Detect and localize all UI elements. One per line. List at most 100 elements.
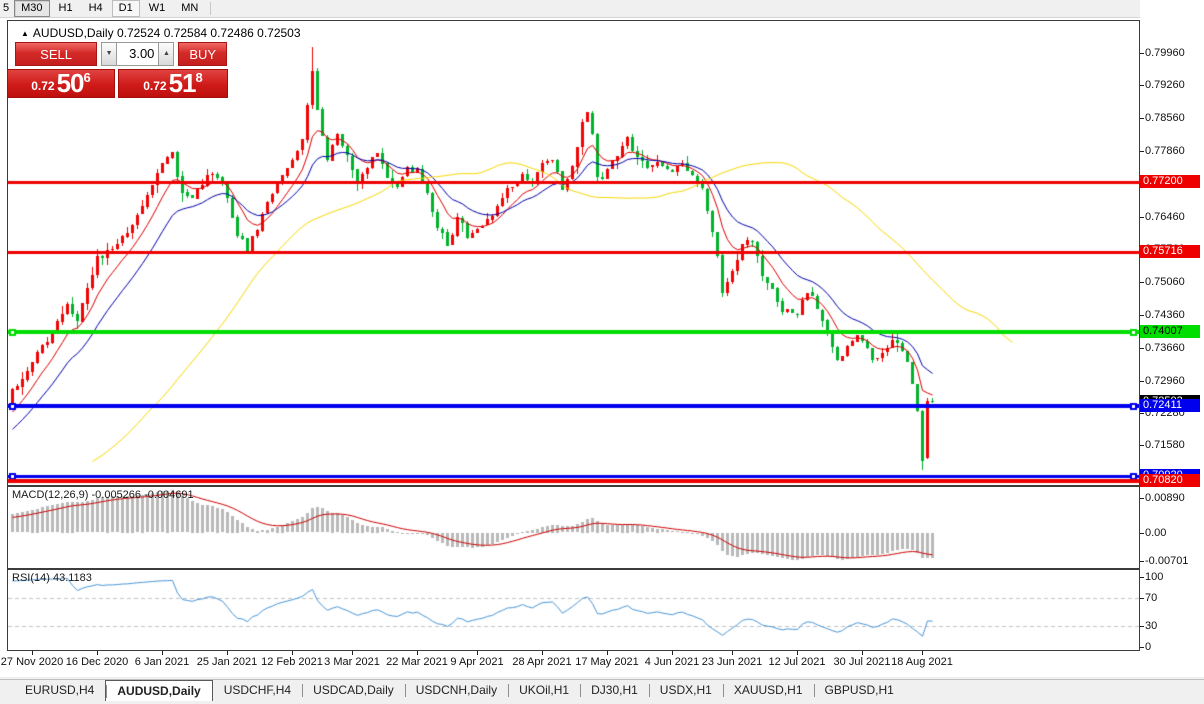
price-tick-label: 0.79960 <box>1145 47 1185 59</box>
macd-title: MACD(12,26,9) <box>12 489 89 501</box>
buy-price-box[interactable]: 0.72 51 8 <box>118 69 228 98</box>
ohlc-close: 0.72503 <box>257 26 301 40</box>
tab-USDCNH-Daily[interactable]: USDCNH,Daily <box>404 680 508 701</box>
buy-button[interactable]: BUY <box>178 42 228 66</box>
time-tick-mark <box>797 651 798 655</box>
axis-tick-mark <box>1140 217 1144 218</box>
rsi-value: 43.1183 <box>52 572 92 584</box>
sell-button[interactable]: SELL <box>15 42 98 66</box>
macd-tick-label: 0.00890 <box>1145 492 1185 504</box>
time-tick-mark <box>162 651 163 655</box>
macd-tick-label: -0.00701 <box>1145 555 1189 567</box>
timeframe-button-MN[interactable]: MN <box>181 2 199 14</box>
chart-title: ▲ AUDUSD,Daily 0.72524 0.72584 0.72486 0.… <box>21 26 301 40</box>
time-tick-mark <box>862 651 863 655</box>
macd-tick-label: 0.00 <box>1145 527 1167 539</box>
one-click-trading-widget: SELL ▼ 3.00 ▲ BUY 0.72 50 6 0.72 51 8 <box>7 42 231 98</box>
time-tick-mark <box>732 651 733 655</box>
time-tick-label: 23 Jun 2021 <box>701 656 763 668</box>
sell-price-box[interactable]: 0.72 50 6 <box>7 69 115 98</box>
price-tick-label: 0.79260 <box>1145 79 1185 91</box>
symbol-timeframe-label: AUDUSD,Daily <box>32 26 114 40</box>
timeframe-button-D1[interactable]: D1 <box>111 0 140 17</box>
tab-XAUUSD-H1[interactable]: XAUUSD,H1 <box>722 680 814 701</box>
volume-increase-button[interactable]: ▲ <box>158 42 175 66</box>
axis-tick-mark <box>1140 53 1144 54</box>
time-tick-label: 28 Apr 2021 <box>512 656 572 668</box>
timeframe-button-W1[interactable]: W1 <box>148 2 166 14</box>
macd-label: MACD(12,26,9) -0.005266 -0.004691 <box>12 489 194 501</box>
one-click-collapse-icon[interactable]: ▲ <box>21 29 29 38</box>
time-tick-label: 6 Jan 2021 <box>134 656 190 668</box>
rsi-tick-label: 100 <box>1145 571 1164 583</box>
candlestick-plot[interactable] <box>8 21 1139 485</box>
time-tick-label: 25 Jan 2021 <box>196 656 258 668</box>
axis-tick-mark <box>1140 381 1144 382</box>
tab-GBPUSD-H1[interactable]: GBPUSD,H1 <box>813 680 905 701</box>
axis-tick-mark <box>1140 413 1144 414</box>
timeframe-button-H1[interactable]: H1 <box>58 2 73 14</box>
time-tick-label: 27 Nov 2020 <box>0 656 64 668</box>
timeframe-button-H4[interactable]: H4 <box>88 2 103 14</box>
buy-price-prefix: 0.72 <box>143 79 167 93</box>
axis-tick-mark <box>1140 577 1144 578</box>
rsi-tick-label: 70 <box>1145 592 1158 604</box>
hline-price-badge-0.74007: 0.74007 <box>1140 325 1200 338</box>
hline-price-badge-0.70820: 0.70820 <box>1140 474 1200 487</box>
time-tick-mark <box>352 651 353 655</box>
volume-input[interactable]: 3.00 <box>117 42 159 66</box>
timeframe-button-5[interactable]: 5 <box>3 2 10 14</box>
tab-UKOil-H1[interactable]: UKOil,H1 <box>508 680 580 701</box>
time-tick-mark <box>97 651 98 655</box>
sell-price-prefix: 0.72 <box>31 79 55 93</box>
tab-USDCHF-H4[interactable]: USDCHF,H4 <box>223 683 292 697</box>
main-chart-panel: ▲ AUDUSD,Daily 0.72524 0.72584 0.72486 0.… <box>7 20 1140 486</box>
divider <box>0 677 1204 679</box>
time-tick-label: 16 Dec 2020 <box>65 656 129 668</box>
tab-USDCAD-Daily[interactable]: USDCAD,Daily <box>302 680 405 701</box>
time-tick-label: 22 Mar 2021 <box>386 656 448 668</box>
time-tick-mark <box>922 651 923 655</box>
price-axis: 0.799600.792600.785600.778600.771600.764… <box>1140 0 1204 653</box>
time-tick-label: 12 Jul 2021 <box>768 656 826 668</box>
macd-plot[interactable] <box>8 487 1139 568</box>
axis-tick-mark <box>1140 533 1144 534</box>
volume-decrease-button[interactable]: ▼ <box>101 42 118 66</box>
price-tick-label: 0.76460 <box>1145 211 1185 223</box>
time-tick-label: 4 Jun 2021 <box>644 656 700 668</box>
price-tick-label: 0.73660 <box>1145 342 1185 354</box>
time-tick-mark <box>477 651 478 655</box>
time-tick-label: 30 Jul 2021 <box>833 656 891 668</box>
tab-USDX-H1[interactable]: USDX,H1 <box>648 680 723 701</box>
axis-tick-mark <box>1140 598 1144 599</box>
status-strip <box>0 701 1204 704</box>
tab-EURUSD-H4[interactable]: EURUSD,H4 <box>25 683 95 697</box>
rsi-panel: RSI(14) 43.1183 <box>7 569 1140 651</box>
tab-DJ30-H1[interactable]: DJ30,H1 <box>580 680 649 701</box>
axis-tick-mark <box>1140 647 1144 648</box>
axis-tick-mark <box>1140 118 1144 119</box>
price-tick-label: 0.75060 <box>1145 276 1185 288</box>
axis-tick-mark <box>1140 445 1144 446</box>
time-tick-mark <box>672 651 673 655</box>
time-tick-mark <box>32 651 33 655</box>
timeframe-button-M30[interactable]: M30 <box>14 0 50 17</box>
time-tick-label: 3 Mar 2021 <box>324 656 380 668</box>
rsi-label: RSI(14) 43.1183 <box>12 572 92 584</box>
axis-tick-mark <box>1140 151 1144 152</box>
time-tick-mark <box>417 651 418 655</box>
rsi-title: RSI(14) <box>12 572 50 584</box>
toolbar-separator <box>210 2 212 15</box>
rsi-plot[interactable] <box>8 570 1139 650</box>
price-tick-label: 0.77860 <box>1145 145 1185 157</box>
time-tick-mark <box>607 651 608 655</box>
buy-price-point: 8 <box>195 70 203 85</box>
timeframe-toolbar: 5 M30 H1 H4 D1 W1 MN <box>0 0 1204 18</box>
axis-tick-mark <box>1140 282 1144 283</box>
axis-tick-mark <box>1140 498 1144 499</box>
tab-AUDUSD-Daily[interactable]: AUDUSD,Daily <box>105 680 213 701</box>
price-tick-label: 0.71580 <box>1145 439 1185 451</box>
ohlc-open: 0.72524 <box>116 26 161 40</box>
time-tick-mark <box>292 651 293 655</box>
